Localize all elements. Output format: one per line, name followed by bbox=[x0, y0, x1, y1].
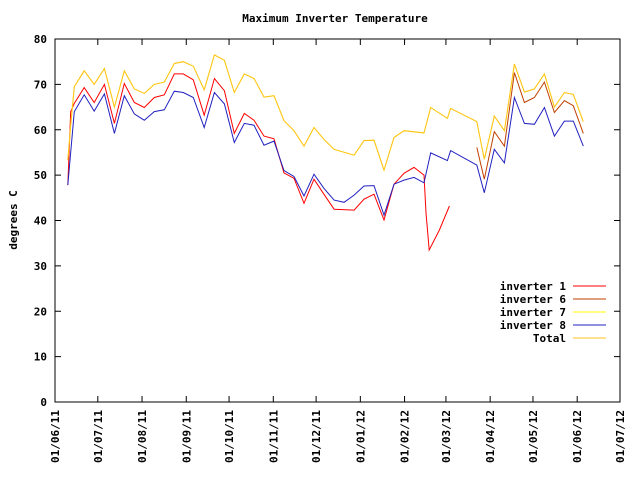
legend-label: Total bbox=[533, 332, 566, 345]
x-tick-label: 01/06/12 bbox=[571, 410, 584, 463]
x-tick-label: 01/11/11 bbox=[267, 410, 280, 463]
x-tick-label: 01/02/12 bbox=[399, 410, 412, 463]
series-line-inverter-1 bbox=[67, 73, 450, 252]
legend-label: inverter 8 bbox=[500, 319, 566, 332]
y-tick-label: 30 bbox=[34, 260, 47, 273]
x-tick-label: 01/07/11 bbox=[92, 410, 105, 463]
x-tick-label: 01/06/11 bbox=[49, 410, 62, 463]
legend-label: inverter 7 bbox=[500, 306, 566, 319]
y-tick-label: 70 bbox=[34, 78, 47, 91]
series-line-inverter-6 bbox=[476, 72, 584, 180]
y-axis-label: degrees C bbox=[7, 190, 20, 250]
y-tick-label: 60 bbox=[34, 124, 47, 137]
plot-border bbox=[54, 38, 621, 403]
y-tick-label: 20 bbox=[34, 305, 47, 318]
legend-label: inverter 6 bbox=[500, 293, 567, 306]
x-tick-label: 01/05/12 bbox=[527, 410, 540, 463]
x-tick-label: 01/10/11 bbox=[223, 410, 236, 463]
y-tick-label: 50 bbox=[34, 169, 47, 182]
x-tick-label: 01/07/12 bbox=[614, 410, 627, 463]
x-tick-label: 01/01/12 bbox=[354, 410, 367, 463]
series-line-total bbox=[67, 54, 584, 172]
chart-title: Maximum Inverter Temperature bbox=[242, 12, 428, 25]
x-tick-label: 01/03/12 bbox=[440, 410, 453, 463]
series-line-inverter-8 bbox=[67, 90, 584, 217]
y-tick-label: 0 bbox=[40, 396, 47, 409]
legend-label: inverter 1 bbox=[500, 280, 567, 293]
y-tick-label: 40 bbox=[34, 215, 47, 228]
x-tick-label: 01/12/11 bbox=[310, 410, 323, 463]
x-tick-label: 01/08/11 bbox=[136, 410, 149, 463]
x-tick-label: 01/04/12 bbox=[484, 410, 497, 463]
x-tick-label: 01/09/11 bbox=[180, 410, 193, 463]
y-tick-label: 10 bbox=[34, 351, 47, 364]
y-tick-label: 80 bbox=[34, 33, 47, 46]
